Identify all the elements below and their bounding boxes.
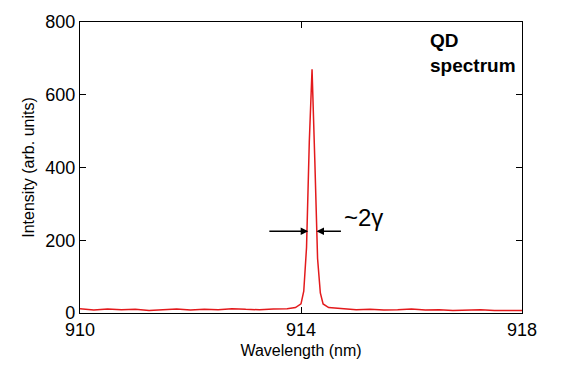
svg-text:Wavelength (nm): Wavelength (nm) xyxy=(240,342,361,359)
svg-text:~2γ: ~2γ xyxy=(344,204,383,231)
svg-text:918: 918 xyxy=(507,320,537,340)
svg-text:200: 200 xyxy=(45,231,75,251)
svg-text:Intensity (arb. units): Intensity (arb. units) xyxy=(20,97,37,238)
svg-text:910: 910 xyxy=(65,320,95,340)
svg-text:QDspectrum: QDspectrum xyxy=(430,30,516,76)
svg-text:0: 0 xyxy=(65,303,75,323)
svg-text:600: 600 xyxy=(45,85,75,105)
svg-text:800: 800 xyxy=(45,12,75,32)
svg-text:400: 400 xyxy=(45,158,75,178)
svg-text:914: 914 xyxy=(286,320,316,340)
